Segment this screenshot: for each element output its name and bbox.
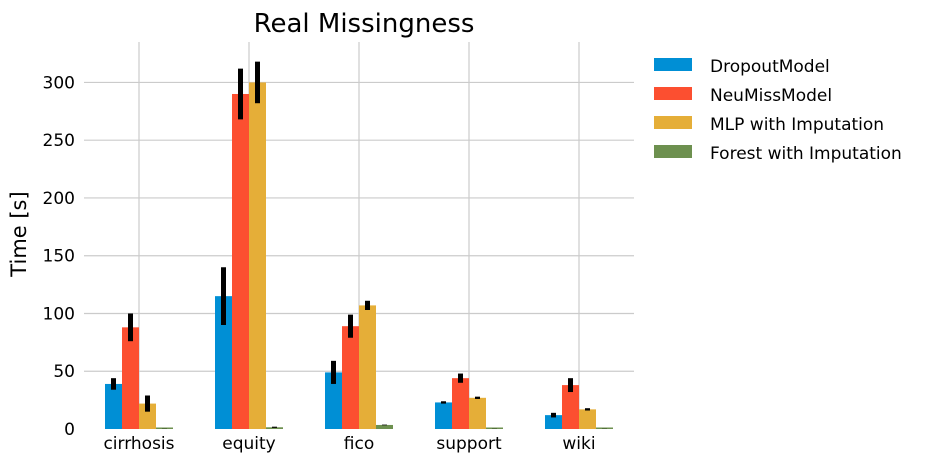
legend-label: MLP with Imputation: [710, 115, 884, 135]
bar: [545, 415, 562, 429]
x-tick-label: support: [436, 434, 502, 454]
x-tick-label: wiki: [562, 434, 595, 454]
bar: [359, 305, 376, 429]
bar: [596, 427, 613, 429]
bar: [156, 427, 173, 429]
legend-label: DropoutModel: [710, 57, 830, 77]
legend: DropoutModel NeuMissModel MLP with Imputat…: [654, 57, 902, 164]
y-tick-label: 100: [43, 304, 75, 324]
bar: [232, 93, 249, 429]
bar: [215, 296, 232, 429]
y-tick-label: 150: [43, 247, 75, 267]
bar: [105, 383, 122, 429]
y-tick-label: 0: [64, 420, 75, 440]
bar: [469, 397, 486, 429]
legend-swatch: [654, 145, 692, 158]
grid-layer: [84, 42, 634, 429]
bar: [579, 409, 596, 429]
bar: [562, 385, 579, 429]
x-tick-label: fico: [344, 434, 374, 454]
bar: [342, 326, 359, 429]
y-tick-label: 250: [43, 131, 75, 151]
bar: [266, 427, 283, 429]
bar: [435, 402, 452, 429]
bar: [376, 424, 393, 429]
legend-label: Forest with Imputation: [710, 144, 902, 164]
legend-swatch: [654, 87, 692, 100]
y-tick-label: 300: [43, 73, 75, 93]
bar: [486, 427, 503, 429]
x-tick-label: cirrhosis: [103, 434, 174, 454]
legend-swatch: [654, 116, 692, 129]
bar: [122, 327, 139, 429]
legend-label: NeuMissModel: [710, 86, 832, 106]
bars-layer: [105, 82, 613, 430]
error-bars-layer: [111, 61, 607, 429]
y-axis-label: Time [s]: [7, 191, 31, 277]
bar: [325, 372, 342, 429]
bar: [452, 378, 469, 429]
legend-swatch: [654, 58, 692, 71]
x-tick-label: equity: [222, 434, 275, 454]
bar: [139, 403, 156, 429]
chart-title: Real Missingness: [254, 9, 475, 39]
tick-labels-layer: 0 50 100 150 200 250 300 cirrhosis equity fico sup…: [43, 73, 596, 454]
y-tick-label: 50: [53, 362, 75, 382]
y-tick-label: 200: [43, 189, 75, 209]
bar: [249, 82, 266, 430]
